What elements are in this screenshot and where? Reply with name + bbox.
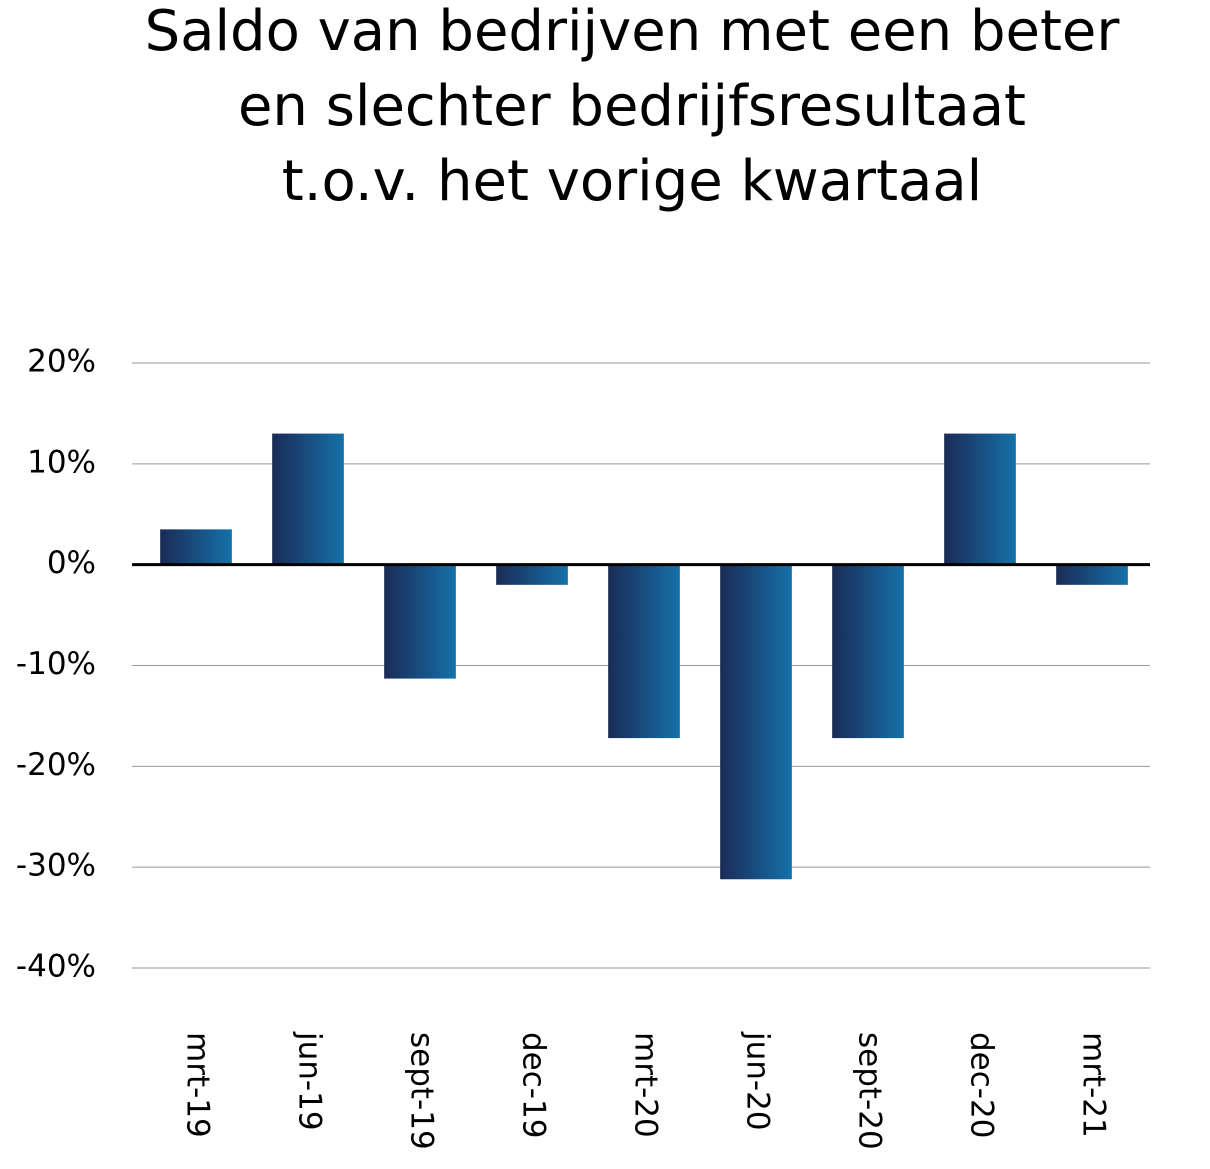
x-tick-label: sept-19	[404, 1032, 440, 1150]
bar	[832, 564, 904, 739]
y-tick-label: -20%	[16, 747, 96, 783]
x-tick-label: mrt-19	[180, 1032, 216, 1138]
bar	[384, 564, 456, 679]
x-tick-label: mrt-21	[1076, 1032, 1112, 1138]
x-tick-label: jun-19	[292, 1031, 328, 1131]
chart-title: Saldo van bedrijven met een beter	[145, 0, 1121, 64]
bar	[1056, 564, 1128, 585]
x-tick-label: mrt-20	[628, 1032, 664, 1138]
bar	[608, 564, 680, 739]
y-tick-label: -10%	[16, 646, 96, 682]
bar	[944, 433, 1016, 565]
x-tick-label: jun-20	[740, 1031, 776, 1131]
y-tick-label: -40%	[16, 949, 96, 985]
x-tick-label: sept-20	[852, 1032, 888, 1150]
x-tick-label: dec-19	[516, 1032, 552, 1138]
bar	[272, 433, 344, 565]
bar	[720, 564, 792, 880]
y-tick-label: 10%	[27, 444, 96, 480]
x-tick-label: dec-20	[964, 1032, 1000, 1138]
y-tick-label: 20%	[27, 344, 96, 380]
chart-title: t.o.v. het vorige kwartaal	[282, 149, 982, 214]
chart-title: en slechter bedrijfsresultaat	[238, 74, 1026, 139]
y-tick-label: -30%	[16, 848, 96, 884]
bar	[496, 564, 568, 585]
y-tick-label: 0%	[47, 545, 96, 581]
bar	[160, 529, 232, 565]
